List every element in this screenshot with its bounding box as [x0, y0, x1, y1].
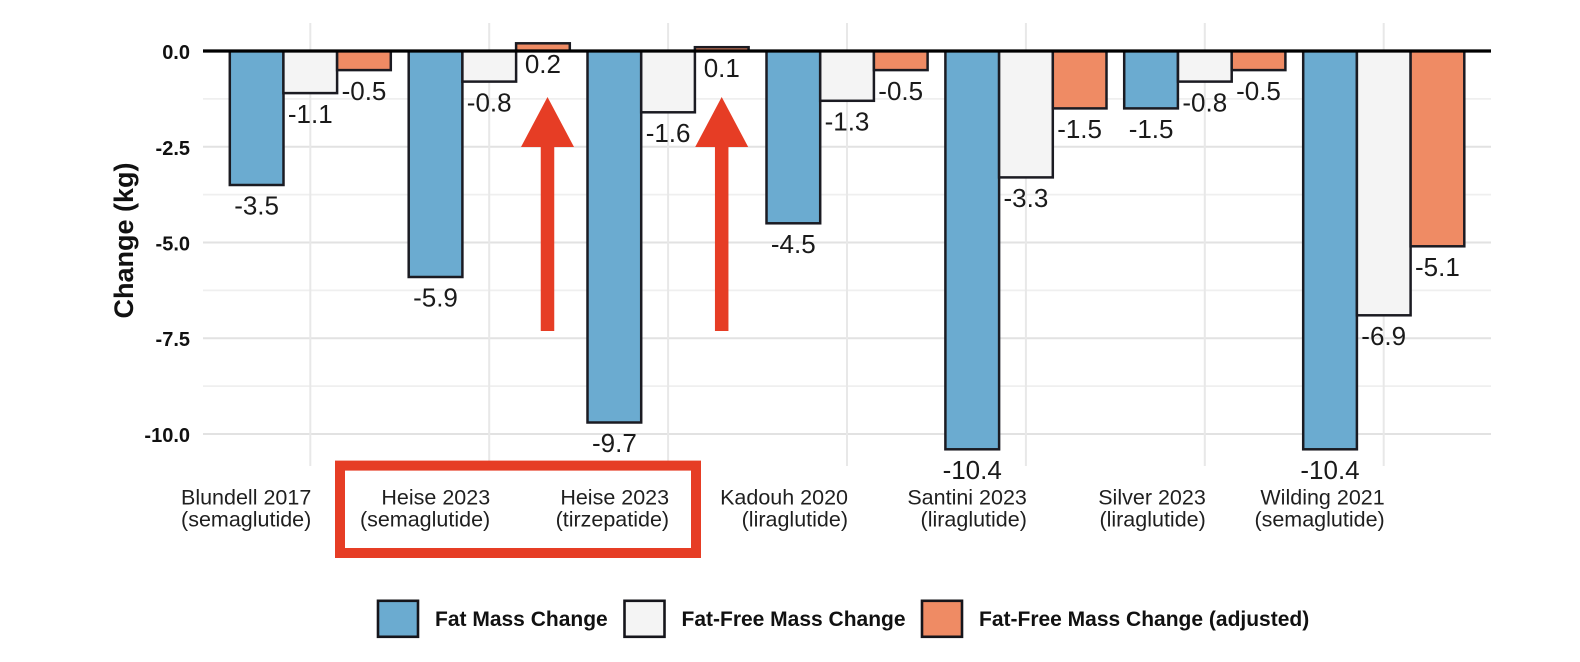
svg-text:Fat-Free Mass Change: Fat-Free Mass Change — [682, 608, 906, 631]
svg-text:-1.1: -1.1 — [288, 99, 333, 129]
svg-text:-1.5: -1.5 — [1057, 114, 1102, 144]
svg-text:(semaglutide): (semaglutide) — [181, 508, 311, 532]
svg-text:Heise 2023: Heise 2023 — [381, 486, 490, 510]
svg-text:-5.0: -5.0 — [156, 234, 190, 256]
svg-text:-10.4: -10.4 — [1300, 455, 1359, 485]
svg-text:Fat Mass Change: Fat Mass Change — [435, 608, 608, 631]
svg-text:(liraglutide): (liraglutide) — [921, 508, 1027, 532]
svg-text:-5.1: -5.1 — [1415, 252, 1460, 282]
svg-text:-0.5: -0.5 — [342, 76, 387, 106]
svg-text:-0.5: -0.5 — [1236, 76, 1281, 106]
svg-text:-0.5: -0.5 — [878, 76, 923, 106]
svg-text:Santini 2023: Santini 2023 — [907, 486, 1027, 510]
svg-text:-7.5: -7.5 — [156, 329, 190, 351]
svg-text:Change (kg): Change (kg) — [109, 162, 139, 318]
svg-text:-6.9: -6.9 — [1361, 321, 1406, 351]
svg-text:-3.3: -3.3 — [1003, 183, 1048, 213]
svg-text:-0.8: -0.8 — [467, 87, 512, 117]
svg-text:-10.4: -10.4 — [943, 455, 1002, 485]
svg-text:-9.7: -9.7 — [592, 428, 637, 458]
svg-text:Fat-Free Mass Change (adjusted: Fat-Free Mass Change (adjusted) — [979, 608, 1309, 631]
svg-text:0.0: 0.0 — [162, 42, 190, 64]
svg-text:0.1: 0.1 — [704, 53, 740, 83]
svg-text:-4.5: -4.5 — [771, 229, 816, 259]
svg-text:Silver 2023: Silver 2023 — [1098, 486, 1206, 510]
svg-text:(semaglutide): (semaglutide) — [1254, 508, 1384, 532]
svg-text:(liraglutide): (liraglutide) — [1099, 508, 1205, 532]
svg-text:Blundell 2017: Blundell 2017 — [181, 486, 311, 510]
svg-text:-10.0: -10.0 — [144, 425, 190, 447]
svg-text:-3.5: -3.5 — [234, 191, 279, 221]
svg-text:Kadouh 2020: Kadouh 2020 — [720, 486, 848, 510]
svg-text:Heise 2023: Heise 2023 — [560, 486, 669, 510]
svg-text:-1.5: -1.5 — [1129, 114, 1174, 144]
svg-text:Wilding 2021: Wilding 2021 — [1260, 486, 1384, 510]
svg-text:-5.9: -5.9 — [413, 283, 458, 313]
svg-text:(liraglutide): (liraglutide) — [742, 508, 848, 532]
svg-text:0.2: 0.2 — [525, 49, 561, 79]
svg-text:-1.6: -1.6 — [646, 118, 691, 148]
svg-text:-2.5: -2.5 — [156, 138, 190, 160]
svg-text:(tirzepatide): (tirzepatide) — [556, 508, 670, 532]
svg-text:-0.8: -0.8 — [1182, 87, 1227, 117]
svg-text:(semaglutide): (semaglutide) — [360, 508, 490, 532]
svg-text:-1.3: -1.3 — [825, 106, 870, 136]
